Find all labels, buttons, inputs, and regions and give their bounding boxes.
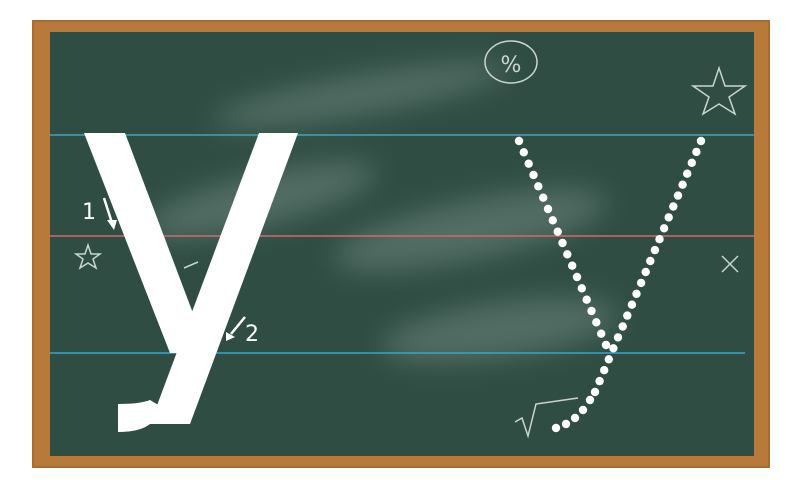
- trace-dot: [669, 202, 678, 211]
- model-letter-y: [84, 133, 298, 432]
- trace-dot: [687, 158, 696, 167]
- trace-dot: [609, 344, 618, 353]
- trace-dot: [632, 289, 641, 298]
- trace-dot: [524, 159, 533, 168]
- dash-doodle: [183, 261, 199, 269]
- trace-dot: [561, 419, 571, 429]
- trace-dot: [692, 147, 701, 157]
- star-doodle-top-right: [690, 65, 748, 116]
- trace-dot: [577, 284, 586, 293]
- trace-dot: [592, 318, 601, 327]
- trace-dot: [613, 333, 623, 342]
- trace-dot: [678, 180, 687, 189]
- trace-dot: [604, 355, 613, 364]
- trace-dot: [553, 227, 562, 236]
- dotted-letter-y: [514, 136, 706, 433]
- chalk-smudges: [143, 62, 619, 363]
- trace-dot: [659, 224, 669, 233]
- trace-dot: [601, 340, 611, 350]
- trace-dot: [578, 405, 588, 415]
- trace-dot: [627, 300, 637, 309]
- trace-dot: [696, 136, 706, 146]
- trace-dot: [551, 423, 561, 433]
- trace-dot: [623, 311, 632, 320]
- trace-dot: [673, 191, 683, 200]
- trace-dot: [590, 387, 600, 397]
- stroke-2-arrow: [226, 316, 246, 341]
- trace-dot: [585, 395, 595, 405]
- trace-dot: [534, 182, 543, 191]
- trace-dot: [683, 169, 692, 178]
- stroke-number-2: 2: [245, 322, 259, 347]
- trace-dot: [664, 213, 673, 222]
- cross-doodle: [721, 255, 739, 273]
- sqrt-doodle: [514, 397, 579, 439]
- trace-dot: [514, 136, 524, 146]
- trace-dot: [650, 245, 660, 255]
- trace-dot: [587, 306, 596, 316]
- trace-dot: [655, 235, 664, 244]
- trace-dot: [646, 256, 655, 266]
- trace-dot: [519, 148, 528, 157]
- percent-doodle: [484, 40, 538, 84]
- percent-symbol: %: [501, 53, 522, 78]
- trace-dot: [558, 238, 567, 248]
- trace-dot: [570, 413, 580, 423]
- trace-dot: [529, 170, 538, 180]
- trace-dot: [548, 216, 557, 225]
- trace-dot: [572, 272, 582, 282]
- trace-dot: [600, 366, 609, 375]
- star-doodle-left: [73, 242, 103, 270]
- trace-dot: [636, 278, 646, 288]
- stroke-1-arrow: [102, 197, 117, 230]
- trace-dot: [568, 261, 577, 270]
- trace-dot: [597, 329, 606, 338]
- trace-dot: [563, 250, 572, 259]
- trace-dot: [582, 295, 591, 304]
- trace-dot: [543, 204, 553, 214]
- trace-dot: [539, 193, 548, 202]
- trace-dot: [595, 376, 604, 386]
- trace-dot: [618, 322, 627, 331]
- trace-dot: [641, 267, 650, 277]
- stroke-number-1: 1: [82, 200, 96, 225]
